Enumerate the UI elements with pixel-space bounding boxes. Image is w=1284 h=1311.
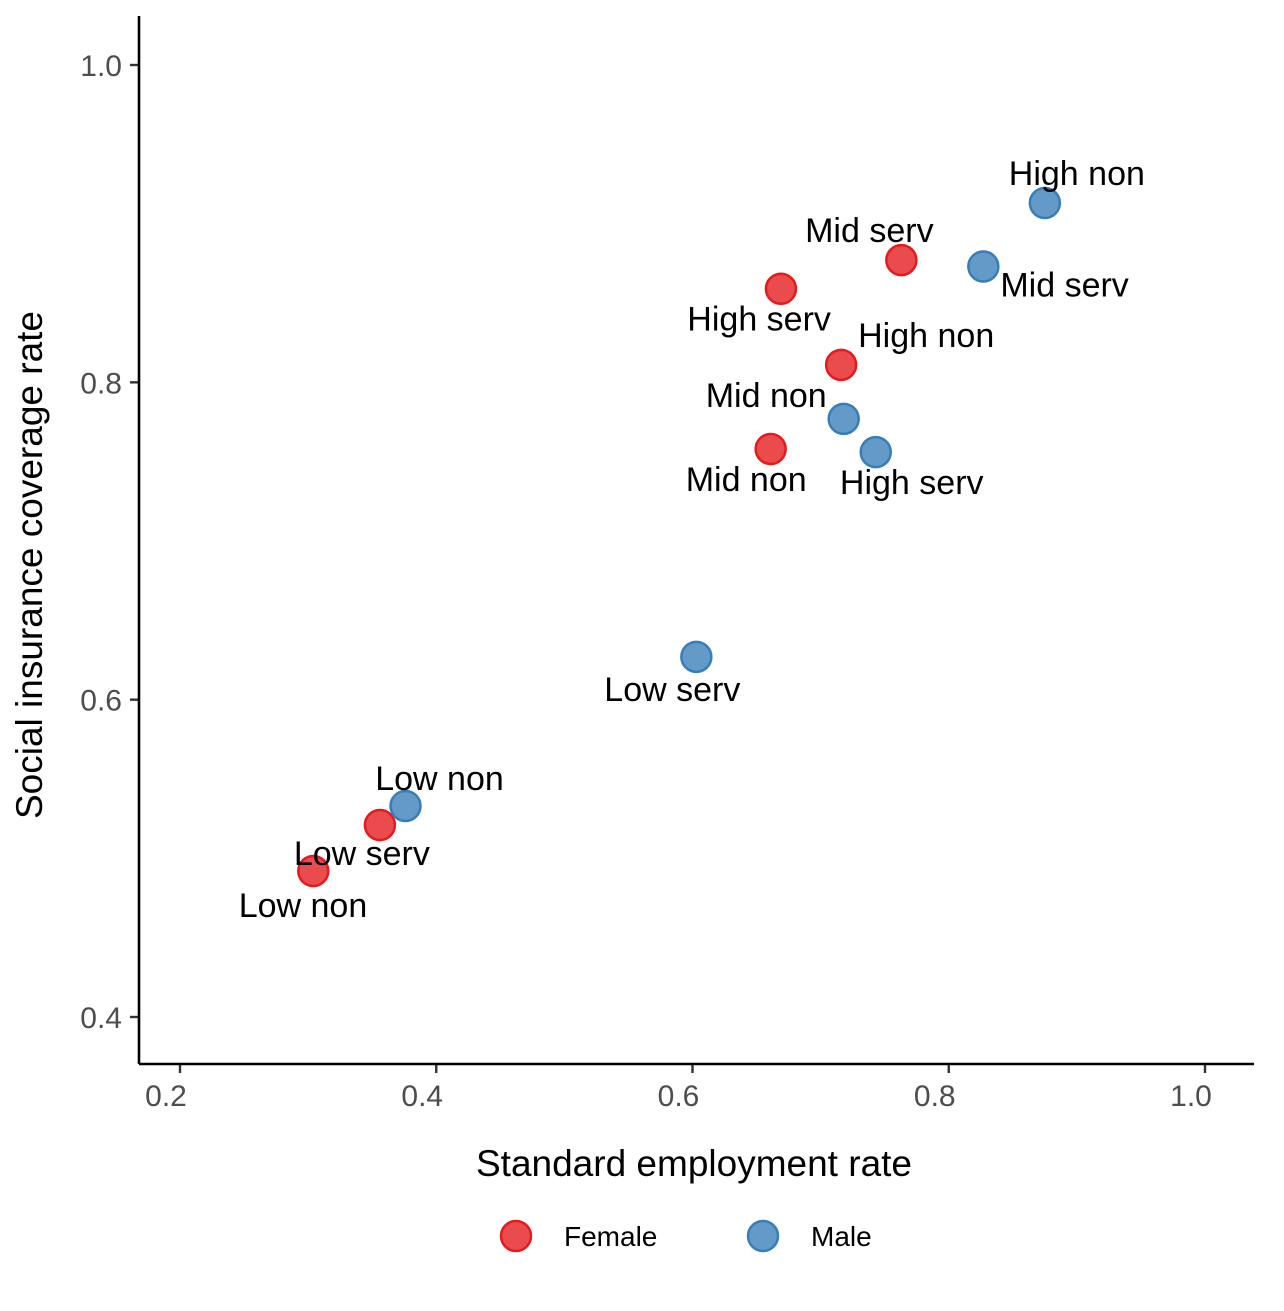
- point-label: Low serv: [604, 671, 740, 709]
- x-tick-label: 0.6: [658, 1080, 700, 1113]
- data-point-female: [363, 808, 397, 842]
- data-points: [297, 186, 1062, 888]
- x-tick-label: 0.8: [914, 1080, 956, 1113]
- legend: Female Male: [499, 1219, 872, 1253]
- point-label: Low non: [375, 760, 504, 798]
- legend-male-label: Male: [811, 1221, 872, 1252]
- legend-female-label: Female: [564, 1221, 657, 1252]
- data-point-female: [885, 243, 918, 277]
- y-tick-label: 1.0: [80, 50, 122, 83]
- point-labels: Mid serv High serv High non Mid non Low serv…: [239, 155, 1145, 925]
- y-axis-ticks: 0.4 0.6 0.8 1.0: [80, 50, 139, 1035]
- point-label: Mid non: [686, 461, 807, 499]
- point-label: High serv: [840, 464, 984, 502]
- y-tick-label: 0.8: [80, 367, 122, 400]
- y-tick-label: 0.4: [80, 1002, 122, 1035]
- x-tick-label: 0.2: [145, 1080, 187, 1113]
- data-point-male: [859, 435, 892, 469]
- point-label: Mid non: [706, 377, 827, 415]
- point-label: Low non: [239, 887, 368, 925]
- data-point-female: [297, 854, 330, 888]
- data-point-male: [827, 402, 860, 436]
- point-label: Mid serv: [805, 212, 933, 250]
- x-axis-title: Standard employment rate: [476, 1143, 912, 1184]
- legend-male-swatch: [746, 1219, 780, 1253]
- x-tick-label: 0.4: [401, 1080, 443, 1113]
- data-point-female: [764, 272, 798, 305]
- point-label: High non: [1009, 155, 1145, 193]
- point-label: Low serv: [294, 835, 430, 873]
- data-point-female: [824, 348, 858, 382]
- point-label: High non: [858, 317, 994, 355]
- point-label: Mid serv: [1000, 267, 1128, 305]
- data-point-male: [1028, 186, 1062, 220]
- legend-female-swatch: [499, 1219, 533, 1253]
- data-point-male: [967, 250, 1000, 283]
- y-axis-title: Social insurance coverage rate: [9, 311, 50, 819]
- data-point-male: [389, 789, 422, 823]
- x-axis-ticks: 0.2 0.4 0.6 0.8 1.0: [145, 1064, 1212, 1113]
- data-point-male: [680, 640, 713, 674]
- y-tick-label: 0.6: [80, 685, 122, 718]
- x-tick-label: 1.0: [1170, 1080, 1212, 1113]
- point-label: High serv: [687, 301, 831, 339]
- data-point-female: [754, 432, 787, 466]
